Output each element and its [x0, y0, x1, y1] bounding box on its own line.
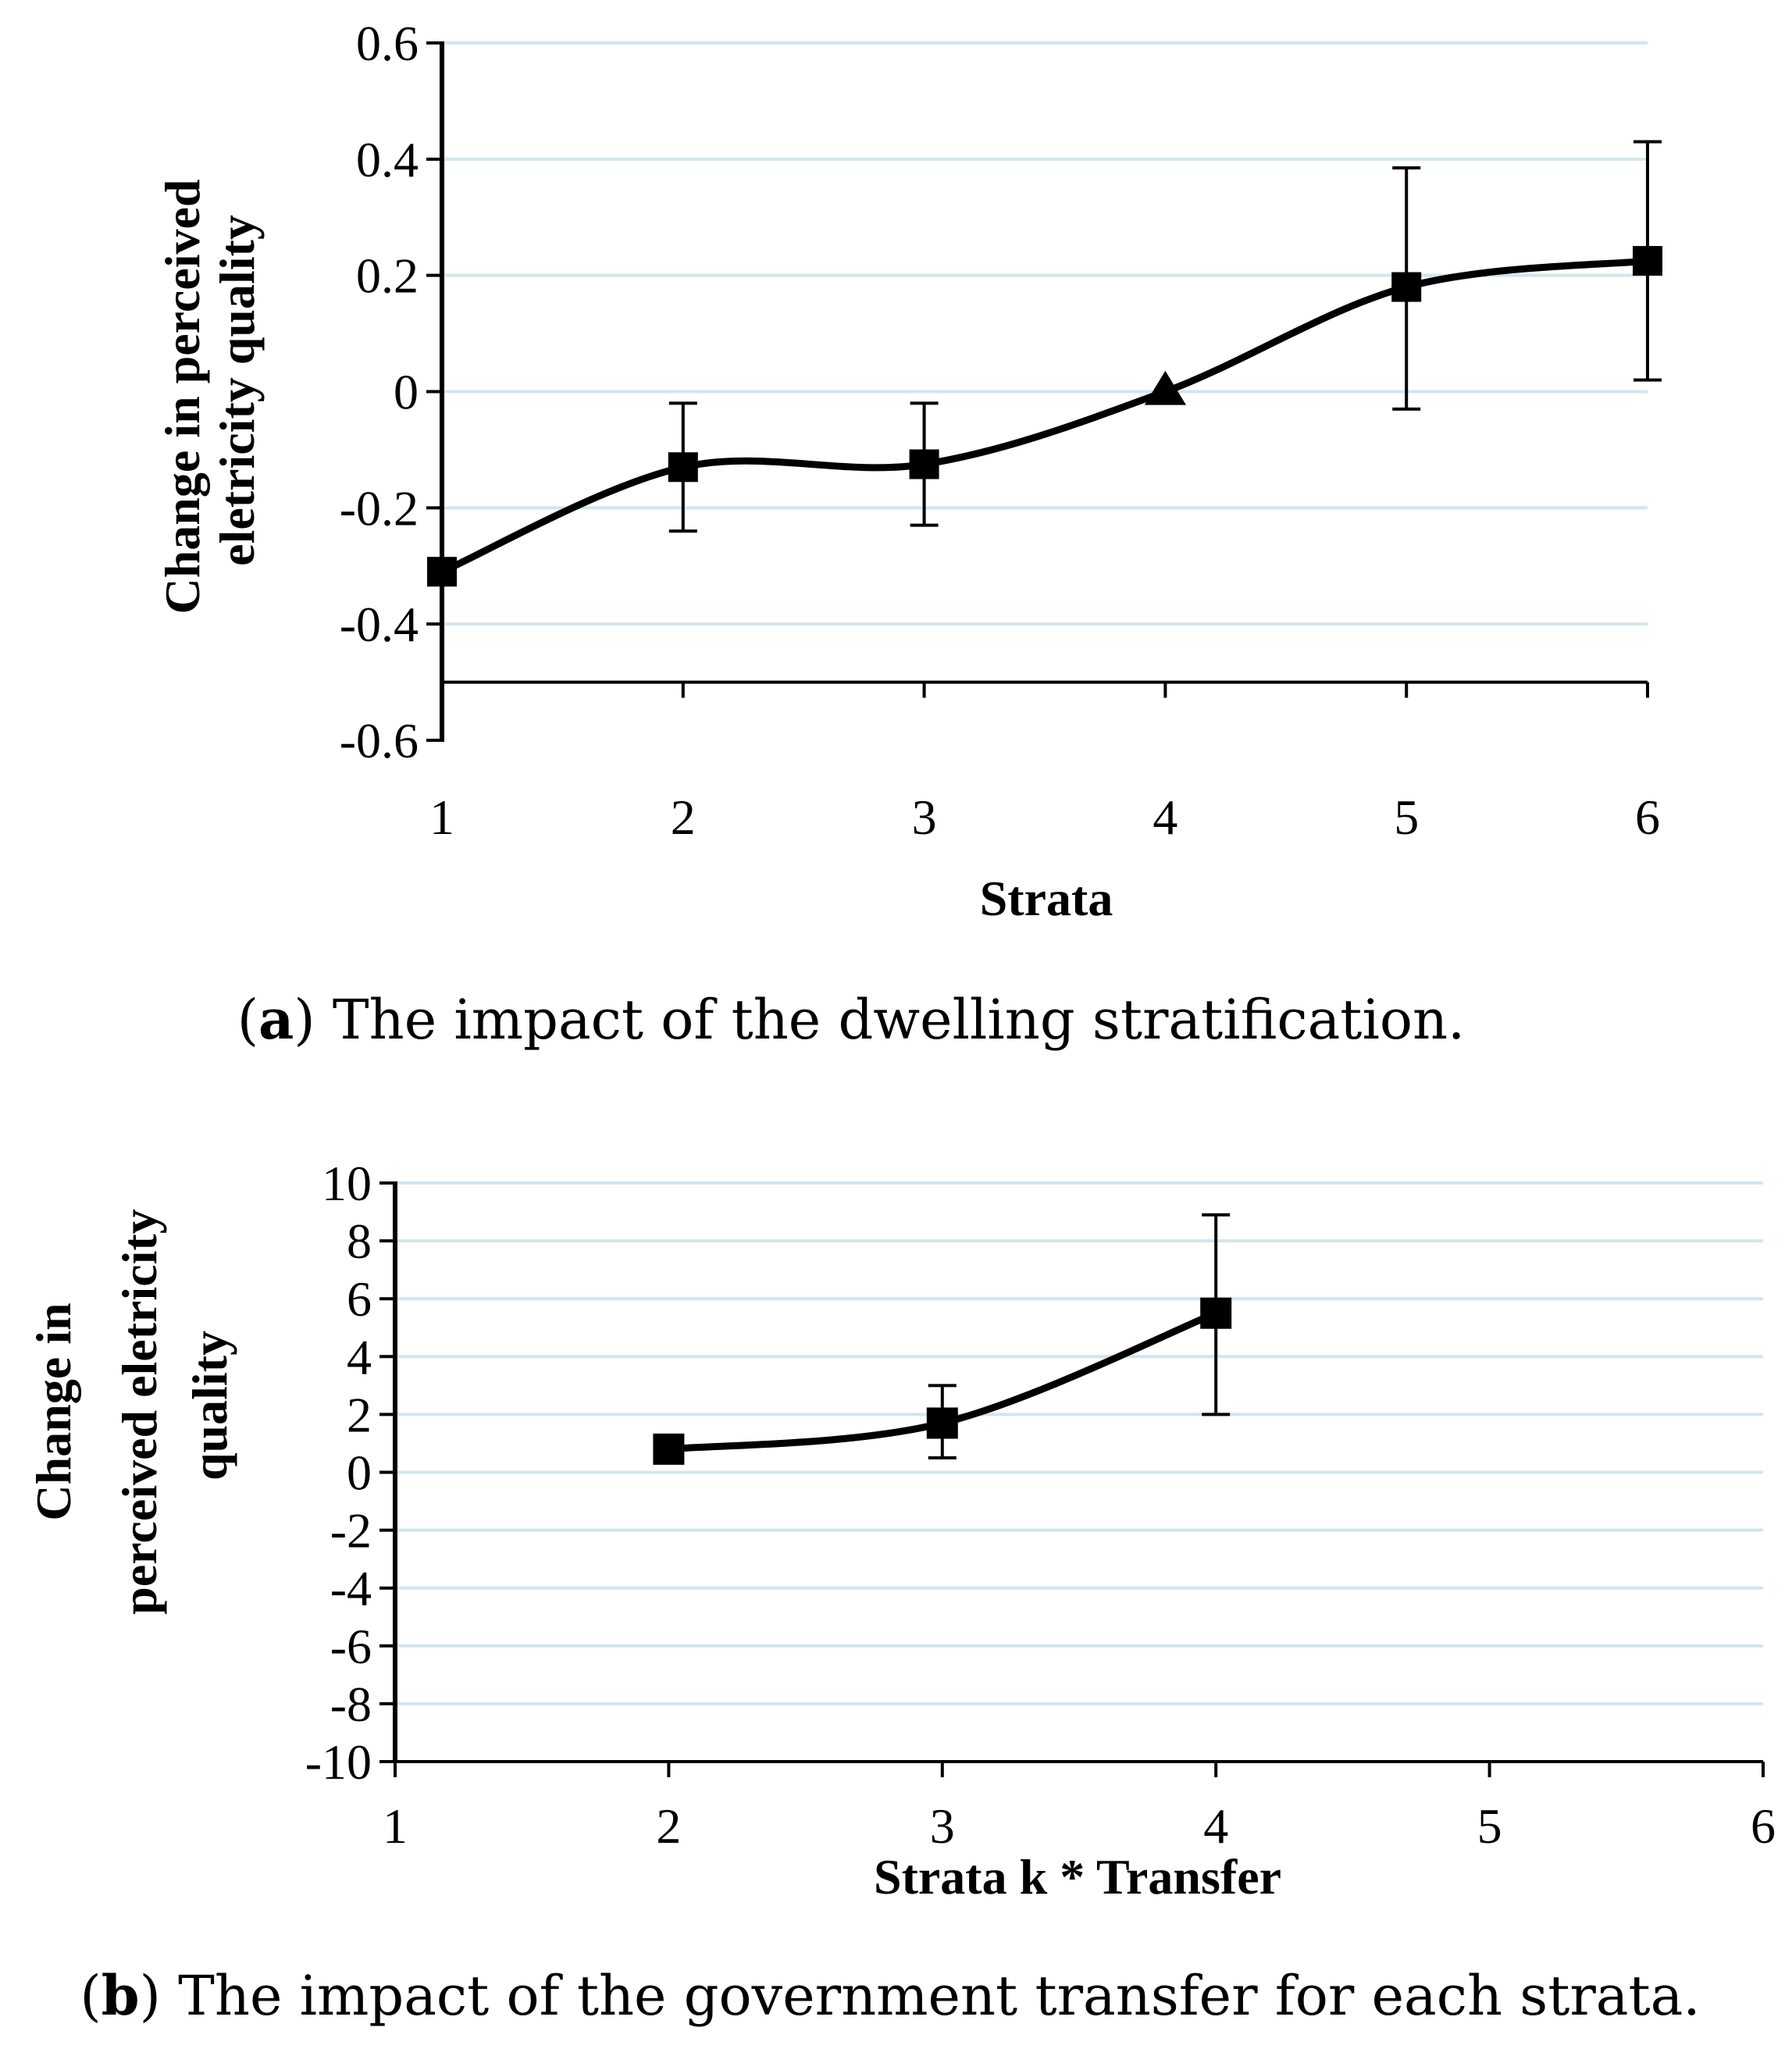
y-tick-label-b-3: -4	[330, 1561, 372, 1616]
x-tick-label-b-1: 2	[656, 1798, 681, 1854]
x-tick-label-a-0: 1	[429, 789, 454, 845]
caption-b-letter: b	[102, 1963, 140, 2028]
y-tick-label-a-2: -0.2	[340, 480, 419, 536]
y-tick-label-a-4: 0.2	[356, 248, 419, 304]
y-axis-title-a-line-2: eletricity quality	[209, 215, 265, 566]
y-tick-label-a-6: 0.6	[356, 16, 419, 71]
data-point-b-0	[653, 1433, 685, 1465]
x-tick-label-b-3: 4	[1203, 1798, 1228, 1854]
data-point-a-5	[1633, 246, 1662, 276]
caption-a-text: The impact of the dwelling stratificatio…	[333, 988, 1465, 1052]
caption-a-letter: a	[258, 987, 294, 1052]
y-axis-title-a-line-1: Change in perceived	[155, 179, 210, 614]
x-tick-label-a-4: 5	[1394, 789, 1419, 845]
x-axis-title-a: Strata	[980, 871, 1113, 926]
y-tick-label-b-9: 8	[347, 1213, 372, 1269]
y-tick-label-b-7: 4	[347, 1329, 372, 1384]
y-tick-label-b-4: -2	[330, 1503, 372, 1559]
y-tick-label-a-1: -0.4	[340, 597, 419, 652]
y-tick-label-a-0: -0.6	[340, 713, 419, 768]
x-tick-label-a-3: 4	[1153, 789, 1177, 845]
y-tick-label-b-8: 6	[347, 1271, 372, 1327]
x-tick-label-a-5: 6	[1635, 789, 1660, 845]
x-tick-label-a-1: 2	[671, 789, 696, 845]
data-point-a-2	[909, 449, 939, 479]
y-tick-label-b-2: -6	[330, 1619, 372, 1674]
caption-b: (b) The impact of the government transfe…	[80, 1963, 1700, 2028]
x-tick-label-b-5: 6	[1751, 1798, 1776, 1854]
chart-panel-a: Change in perceived eletricity quality S…	[155, 16, 1662, 926]
caption-a: (a) The impact of the dwelling stratific…	[237, 987, 1466, 1052]
y-axis-title-a: Change in perceived eletricity quality	[155, 166, 265, 614]
y-axis-title-b-line-1: Change in	[26, 1302, 81, 1520]
x-tick-label-b-0: 1	[383, 1798, 408, 1854]
y-axis-title-b-line-3: quality	[182, 1331, 237, 1481]
data-point-a-3	[1144, 370, 1186, 405]
x-axis-title-b: Strata k * Transfer	[874, 1849, 1281, 1905]
data-point-a-4	[1391, 272, 1422, 302]
x-tick-label-a-2: 3	[912, 789, 937, 845]
y-tick-label-b-5: 0	[347, 1445, 372, 1501]
y-axis-title-b: Change in perceived eletricity quality	[26, 1196, 237, 1614]
x-tick-label-b-2: 3	[930, 1798, 955, 1854]
y-tick-label-b-6: 2	[347, 1387, 372, 1442]
chart-panel-b: Change in perceived eletricity quality S…	[26, 1156, 1776, 1905]
series-line-a-0	[438, 257, 1651, 575]
x-tick-label-b-4: 5	[1477, 1798, 1502, 1854]
caption-b-text: The impact of the government transfer fo…	[178, 1964, 1700, 2028]
y-axis-title-b-line-2: perceived eletricity	[112, 1209, 167, 1614]
data-point-b-2	[1200, 1297, 1232, 1329]
y-tick-label-a-3: 0	[394, 365, 419, 420]
data-point-b-1	[926, 1407, 958, 1439]
data-point-a-0	[427, 557, 457, 587]
y-tick-label-b-10: 10	[322, 1156, 372, 1211]
y-tick-label-b-0: -10	[305, 1734, 372, 1790]
data-point-a-1	[668, 452, 698, 483]
y-tick-label-a-5: 0.4	[356, 132, 419, 187]
y-tick-label-b-1: -8	[330, 1677, 372, 1732]
